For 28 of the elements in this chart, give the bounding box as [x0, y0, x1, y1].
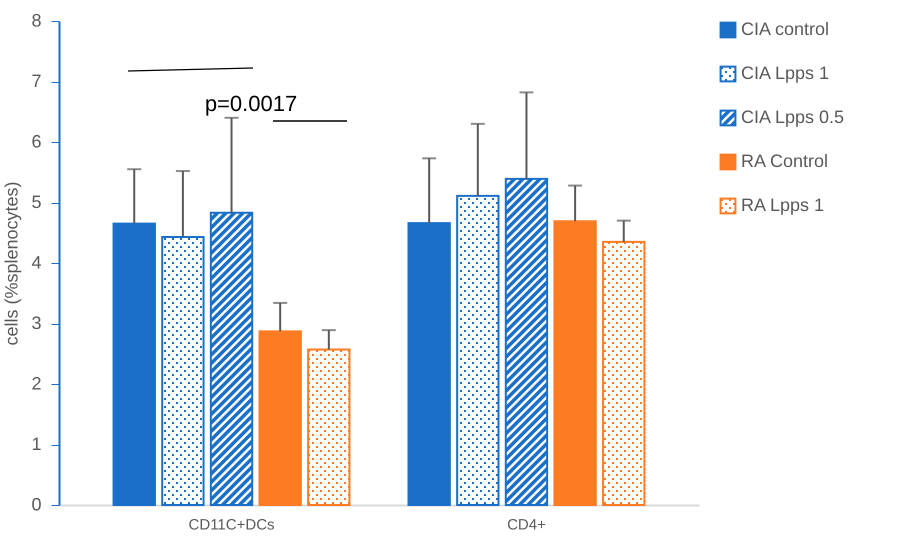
y-tick-label: 1: [31, 434, 42, 454]
bar: [307, 348, 351, 506]
legend-label: RA Control: [741, 151, 828, 171]
bar: [456, 194, 500, 506]
annotation: p=0.0017: [204, 91, 298, 116]
y-tick-label: 3: [31, 313, 42, 333]
y-tick-label: 6: [31, 132, 42, 152]
bar: [504, 178, 548, 506]
y-axis-title: cells (%splenocytes): [1, 181, 22, 346]
x-tick-label: CD11C+DCs: [188, 516, 275, 534]
y-tick-label: 2: [31, 374, 42, 394]
bar: [553, 220, 597, 506]
legend-label: RA Lpps 1: [741, 195, 824, 215]
bar: [258, 330, 302, 506]
y-tick-label: 0: [31, 494, 42, 514]
y-tick-label: 5: [31, 192, 42, 212]
legend-label: CIA Lpps 0.5: [741, 107, 844, 127]
bar: [112, 222, 156, 506]
bar: [210, 212, 254, 506]
bar: [602, 240, 646, 506]
bar: [161, 236, 205, 506]
y-tick-label: 7: [31, 71, 42, 91]
y-tick-label: 4: [31, 252, 42, 272]
x-tick-label: CD4+: [507, 516, 546, 534]
legend-label: CIA Lpps 1: [741, 63, 830, 83]
bar: [407, 222, 451, 506]
y-tick-label: 8: [31, 10, 42, 30]
legend-label: CIA control: [741, 19, 830, 39]
